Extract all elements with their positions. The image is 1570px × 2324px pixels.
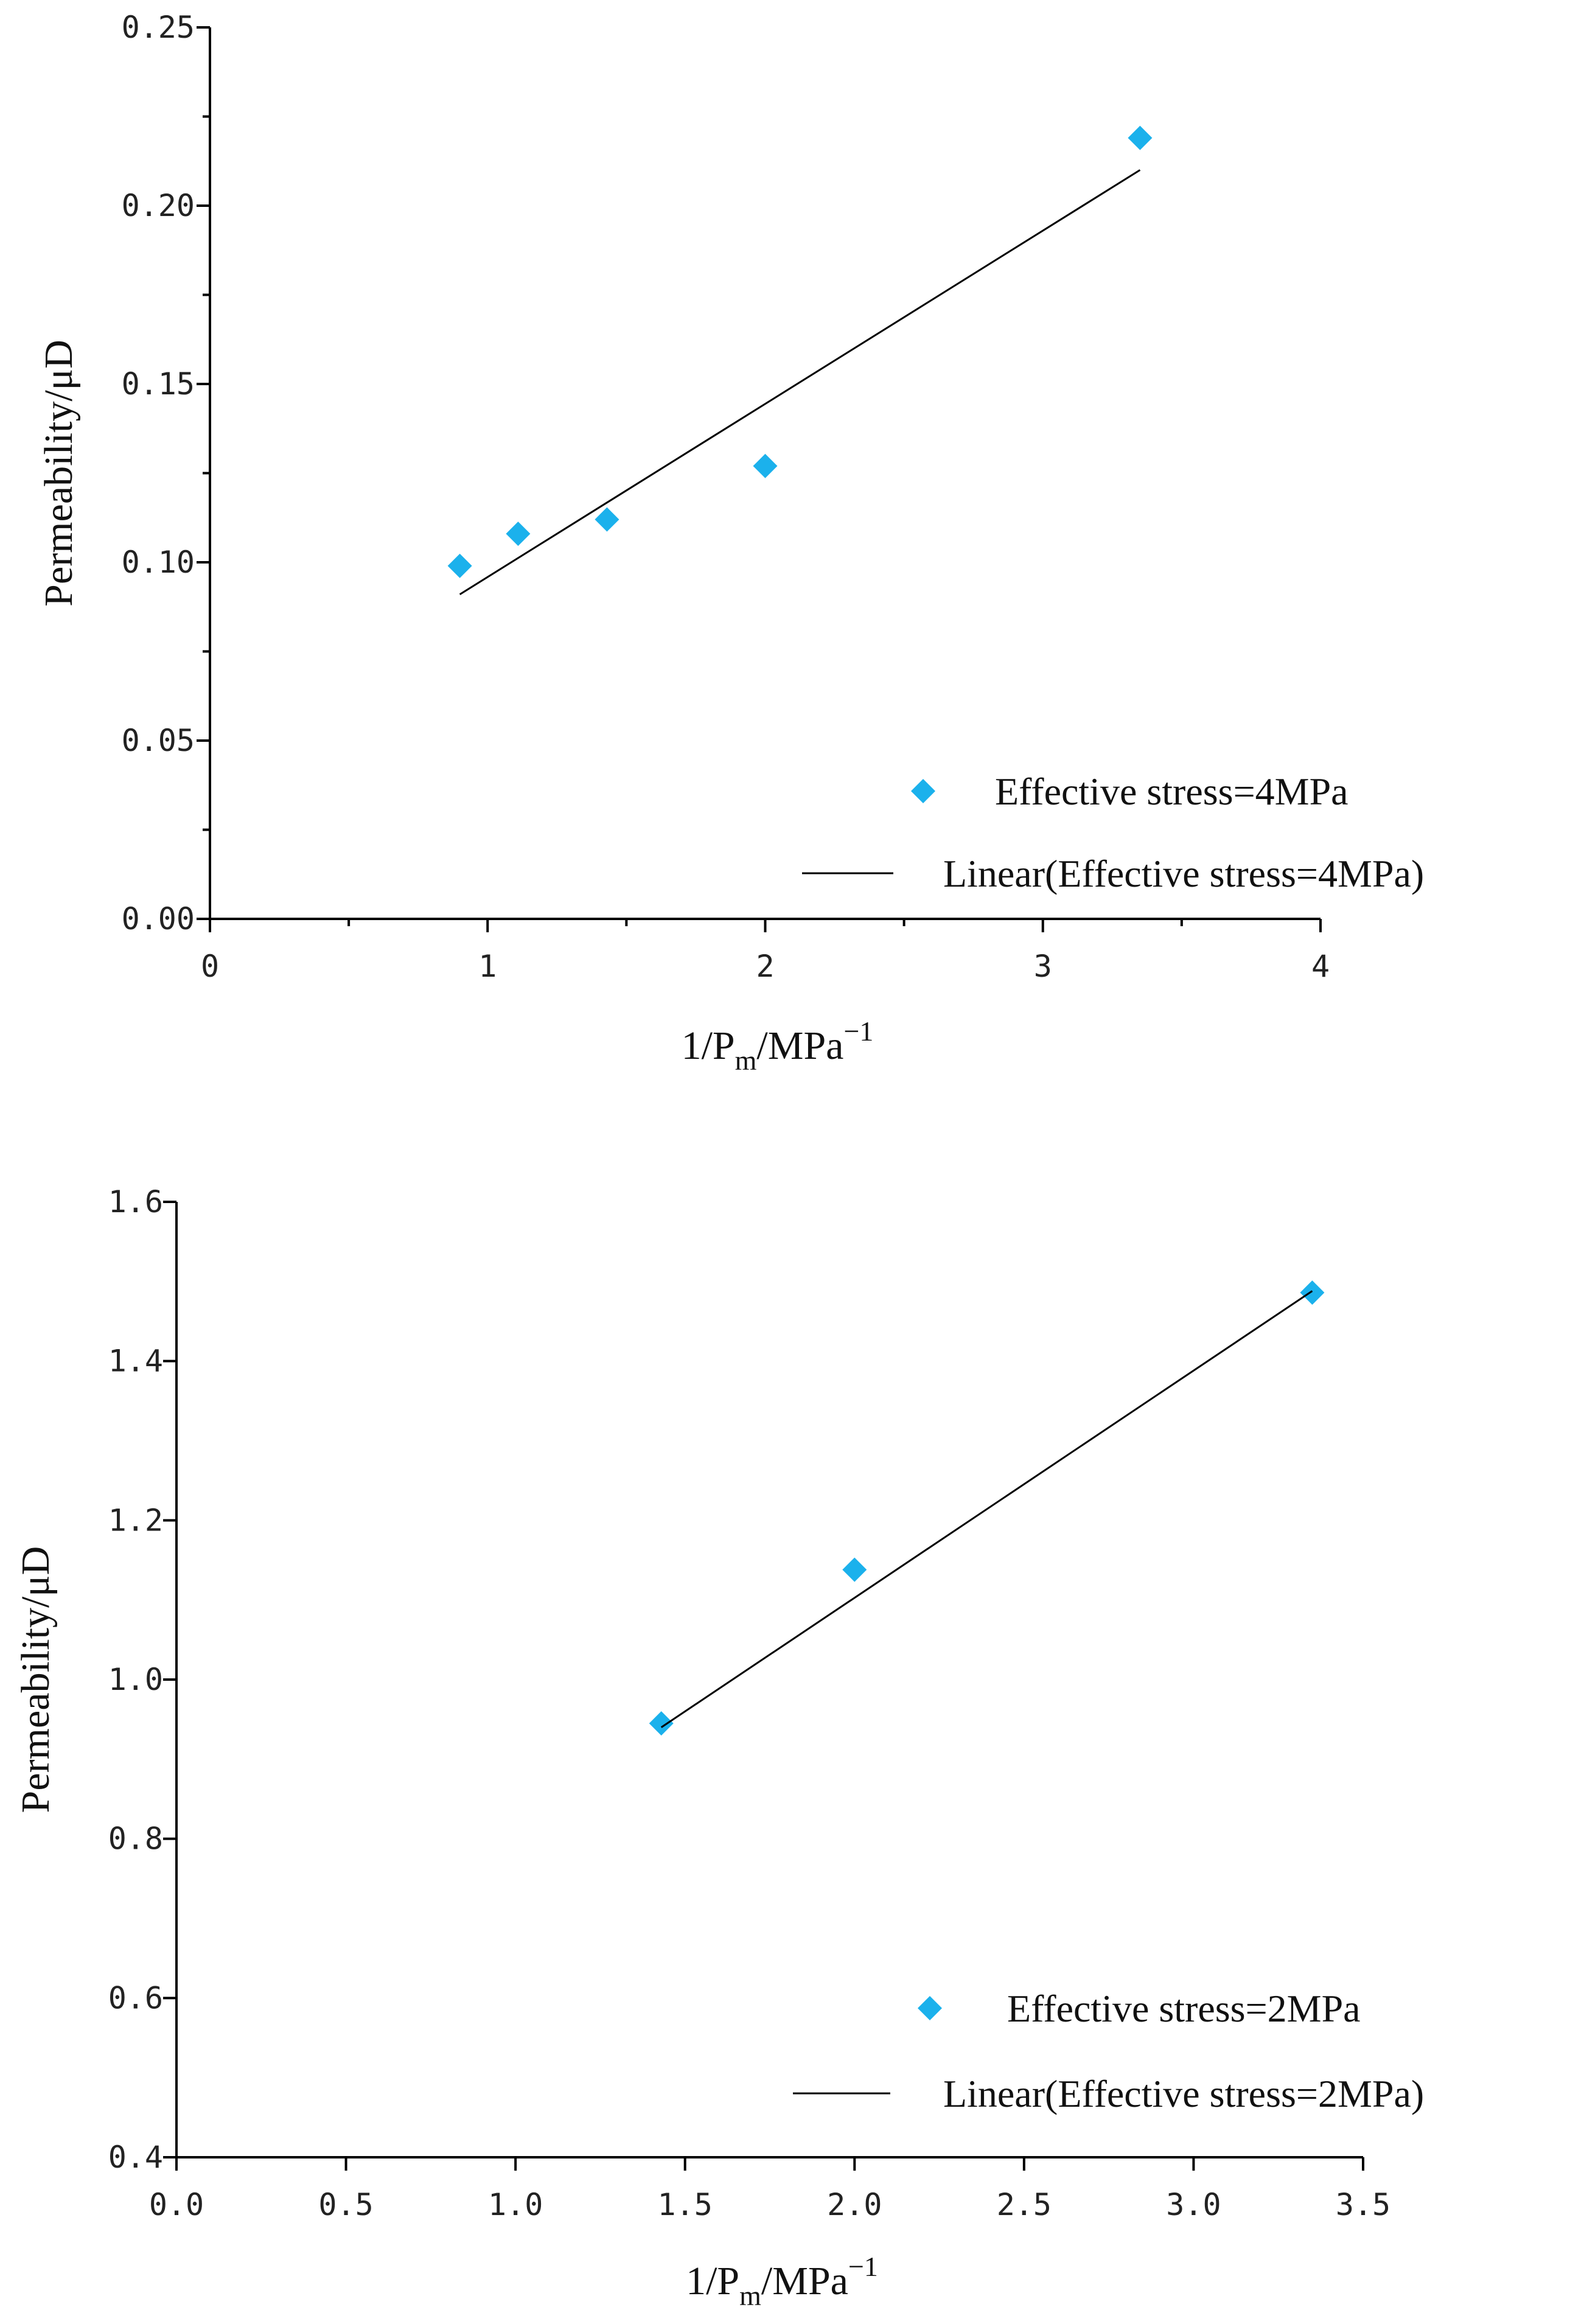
x-tick-label: 2.0 <box>827 2187 882 2222</box>
chart-panel-1: 0.00 0.05 0.10 0.15 0.20 0.25 0 1 2 3 4 1/Pm/MPa−1 P… <box>37 10 1424 1076</box>
data-point <box>595 507 619 532</box>
x-tick-label: 3 <box>1034 949 1052 984</box>
y-axis-title: Permeability/μD <box>37 340 81 607</box>
y-tick-label: 1.2 <box>108 1502 163 1538</box>
data-point <box>842 1557 867 1582</box>
x-tick-label: 2 <box>756 949 774 984</box>
x-tick-label: 0.0 <box>149 2187 204 2222</box>
x-axis-title-main: 1/P <box>682 1024 735 1068</box>
y-tick-label: 1.6 <box>108 1184 163 1220</box>
y-tick-label: 1.0 <box>108 1662 163 1697</box>
x-axis-title-superscript: −1 <box>848 2251 878 2282</box>
y-tick-label: 0.10 <box>122 545 195 580</box>
y-tick-label: 0.05 <box>122 723 195 758</box>
data-point <box>447 553 472 578</box>
y-tick-label: 0.20 <box>122 188 195 223</box>
y-tick-label: 0.15 <box>122 366 195 402</box>
x-tick-label: 0.5 <box>318 2187 373 2222</box>
data-point <box>1128 125 1153 150</box>
y-tick-label: 0.00 <box>122 901 195 937</box>
x-axis-title-unit: /MPa <box>756 1024 843 1068</box>
x-tick-label: 3.5 <box>1336 2187 1390 2222</box>
y-tick-label: 0.6 <box>108 1980 163 2015</box>
trendline <box>660 1290 1313 1728</box>
x-tick-label: 1 <box>478 949 497 984</box>
data-point <box>649 1711 674 1736</box>
x-axis-title-superscript: −1 <box>843 1016 873 1047</box>
x-tick-label: 1.5 <box>658 2187 713 2222</box>
legend-marker-diamond <box>918 1996 942 2020</box>
x-axis-title-subscript: m <box>735 1045 757 1076</box>
x-tick-label: 3.0 <box>1166 2187 1221 2222</box>
legend-marker-diamond <box>911 779 935 803</box>
trendline <box>459 169 1141 596</box>
x-axis-title: 1/Pm/MPa−1 <box>686 2251 878 2311</box>
x-tick-label: 2.5 <box>997 2187 1052 2222</box>
y-tick-label: 0.25 <box>122 10 195 45</box>
y-tick-label: 0.8 <box>108 1821 163 1857</box>
x-tick-label: 0 <box>201 949 219 984</box>
y-axis-title: Permeability/μD <box>13 1546 58 1813</box>
x-axis-title-main: 1/P <box>686 2259 739 2303</box>
chart-panel-2: 0.4 0.6 0.8 1.0 1.2 1.4 1.6 0.0 0.5 1.0 1.5 2.0 2.5 3… <box>13 1184 1424 2311</box>
legend-label-scatter: Effective stress=2MPa <box>1007 1987 1361 2030</box>
legend-label-line: Linear(Effective stress=2MPa) <box>943 2072 1424 2115</box>
x-tick-label: 4 <box>1311 949 1330 984</box>
x-axis-title-unit: /MPa <box>761 2259 848 2303</box>
data-point <box>753 453 778 478</box>
x-axis-title-subscript: m <box>739 2280 761 2311</box>
y-tick-label: 0.4 <box>108 2140 163 2175</box>
x-axis-title: 1/Pm/MPa−1 <box>682 1016 874 1076</box>
legend-label-line: Linear(Effective stress=4MPa) <box>943 852 1424 895</box>
data-point <box>1300 1280 1325 1305</box>
y-tick-label: 1.4 <box>108 1344 163 1379</box>
legend-label-scatter: Effective stress=4MPa <box>995 770 1348 813</box>
data-point <box>506 522 531 546</box>
x-tick-label: 1.0 <box>488 2187 543 2222</box>
